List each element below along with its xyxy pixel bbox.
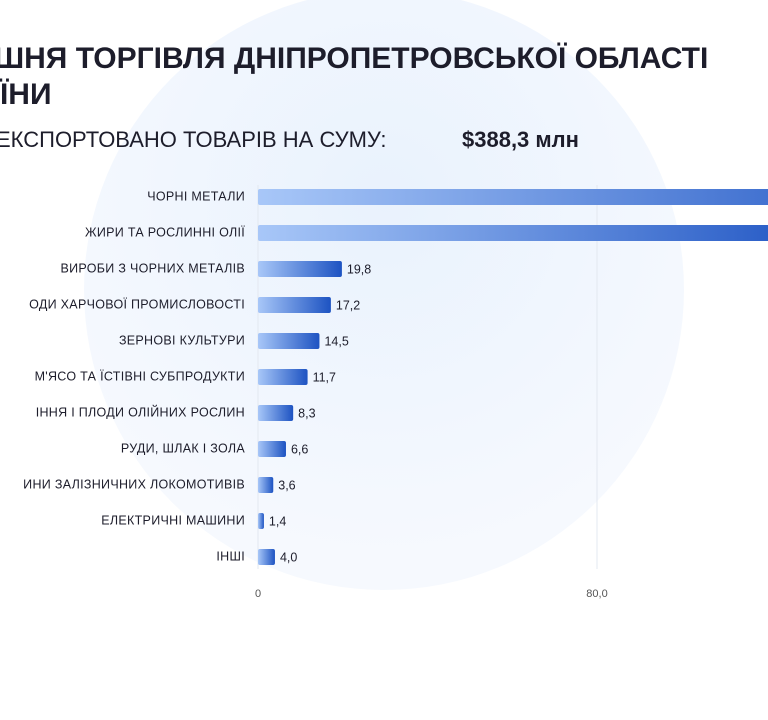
bar: [258, 225, 768, 241]
value-label: 11,7: [313, 370, 336, 384]
subtitle: ЕКСПОРТОВАНО ТОВАРІВ НА СУМУ:: [0, 127, 387, 152]
bar: [258, 441, 286, 457]
category-label: ЖИРИ ТА РОСЛИННІ ОЛІЇ: [85, 225, 245, 239]
value-label: 3,6: [278, 478, 295, 492]
category-label: ЧОРНІ МЕТАЛИ: [147, 189, 245, 203]
value-label: 8,3: [298, 406, 315, 420]
category-label: РУДИ, ШЛАК І ЗОЛА: [121, 441, 246, 455]
category-label: ІННЯ І ПЛОДИ ОЛІЙНИХ РОСЛИН: [36, 404, 245, 419]
bar: [258, 297, 331, 313]
category-label: ВИРОБИ З ЧОРНИХ МЕТАЛІВ: [61, 261, 246, 275]
category-label: ЗЕРНОВІ КУЛЬТУРИ: [119, 333, 245, 347]
value-label: 6,6: [291, 442, 308, 456]
value-label: 17,2: [336, 298, 360, 312]
background-circle: [84, 0, 684, 590]
value-label: 4,0: [280, 550, 297, 564]
bar: [258, 477, 274, 493]
category-label: ИНИ ЗАЛІЗНИЧНИХ ЛОКОМОТИВІВ: [23, 477, 245, 491]
category-label: ІНШІ: [216, 549, 245, 563]
bar: [258, 405, 294, 421]
category-label: ЕЛЕКТРИЧНІ МАШИНИ: [101, 513, 245, 527]
x-tick-label: 0: [255, 588, 261, 600]
category-label: М'ЯСО ТА ЇСТІВНІ СУБПРОДУКТИ: [35, 369, 245, 383]
bar: [258, 549, 275, 565]
total: $388,3 млн: [462, 127, 579, 152]
value-label: 14,5: [324, 334, 348, 348]
bar: [258, 189, 768, 205]
bar: [258, 261, 342, 277]
category-label: ОДИ ХАРЧОВОЇ ПРОМИСЛОВОСТІ: [29, 297, 245, 311]
value-label: 19,8: [347, 262, 371, 276]
bar: [258, 513, 264, 529]
bar: [258, 369, 308, 385]
bar: [258, 333, 320, 349]
chart-title: ШНЯ ТОРГІВЛЯ ДНІПРОПЕТРОВСЬКОЇ ОБЛАСТІ: [0, 42, 708, 75]
value-label: 1,4: [269, 514, 286, 528]
chart-title-line2: ЇНИ: [0, 78, 52, 111]
x-tick-label: 80,0: [586, 588, 607, 600]
